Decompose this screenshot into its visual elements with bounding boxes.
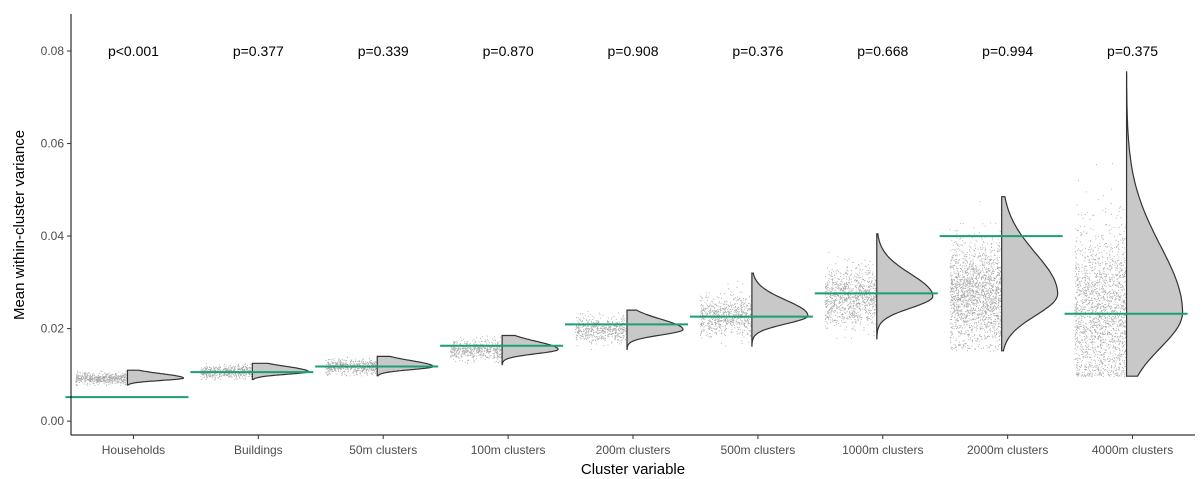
y-tick-label: 0.00 xyxy=(41,414,65,428)
jitter-points-8 xyxy=(1074,163,1127,378)
jitter-points-path xyxy=(1074,163,1127,378)
p-value-label: p<0.001 xyxy=(108,43,159,59)
half-violin-8 xyxy=(1125,71,1184,377)
p-value-label: p=0.908 xyxy=(608,43,659,59)
x-ticks: Households Buildings 50m clusters 100m clus… xyxy=(102,435,1173,457)
y-tick-label: 0.06 xyxy=(41,137,65,151)
x-tick-label: Households xyxy=(102,443,165,457)
half-violin-layer xyxy=(126,71,1184,386)
x-tick-label: 50m clusters xyxy=(349,443,417,457)
p-value-label: p=0.668 xyxy=(857,43,908,59)
half-violin-6 xyxy=(876,233,934,340)
p-value-label: p=0.377 xyxy=(233,43,284,59)
y-axis-title: Mean within-cluster variance xyxy=(11,130,28,320)
half-violin-3 xyxy=(501,334,559,366)
p-value-label: p=0.994 xyxy=(982,43,1033,59)
x-tick-label: 200m clusters xyxy=(596,443,671,457)
p-value-label: p=0.375 xyxy=(1107,43,1158,59)
p-value-label: p=0.870 xyxy=(483,43,534,59)
half-violin-7 xyxy=(1001,196,1059,352)
jitter-points-5 xyxy=(700,280,752,347)
x-tick-label: 1000m clusters xyxy=(842,443,923,457)
y-ticks: 0.00 0.02 0.04 0.06 0.08 xyxy=(41,44,71,428)
x-tick-label: 100m clusters xyxy=(471,443,546,457)
jitter-points-path xyxy=(700,280,752,347)
jitter-points-2 xyxy=(325,356,377,377)
p-value-labels: p<0.001 p=0.377 p=0.339 p=0.870 p=0.908 p=0.3… xyxy=(108,43,1158,59)
jitter-points-path xyxy=(575,311,627,350)
jitter-points-0 xyxy=(75,370,128,386)
y-tick-label: 0.04 xyxy=(41,229,65,243)
half-violin-4 xyxy=(626,309,684,350)
y-tick-label: 0.08 xyxy=(41,44,65,58)
jitter-points-6 xyxy=(824,252,877,339)
half-violin-0 xyxy=(126,369,184,386)
jitter-points-path xyxy=(325,356,377,377)
y-tick-label: 0.02 xyxy=(41,322,65,336)
x-axis-title: Cluster variable xyxy=(581,461,685,478)
jitter-points-7 xyxy=(949,201,1002,352)
p-value-label: p=0.376 xyxy=(732,43,783,59)
observed-value-layer xyxy=(65,235,1188,399)
p-value-label: p=0.339 xyxy=(358,43,409,59)
x-tick-label: 4000m clusters xyxy=(1092,443,1173,457)
jitter-points-3 xyxy=(450,335,502,364)
jitter-points-path xyxy=(824,252,877,339)
x-tick-label: 500m clusters xyxy=(721,443,796,457)
jitter-points-path xyxy=(949,201,1002,352)
jitter-points-path xyxy=(450,335,502,364)
jitter-points-path xyxy=(75,370,128,386)
jitter-points-4 xyxy=(575,311,627,350)
jitter-points-layer xyxy=(75,163,1127,386)
half-violin-5 xyxy=(751,272,809,347)
x-tick-label: Buildings xyxy=(234,443,283,457)
x-tick-label: 2000m clusters xyxy=(967,443,1048,457)
